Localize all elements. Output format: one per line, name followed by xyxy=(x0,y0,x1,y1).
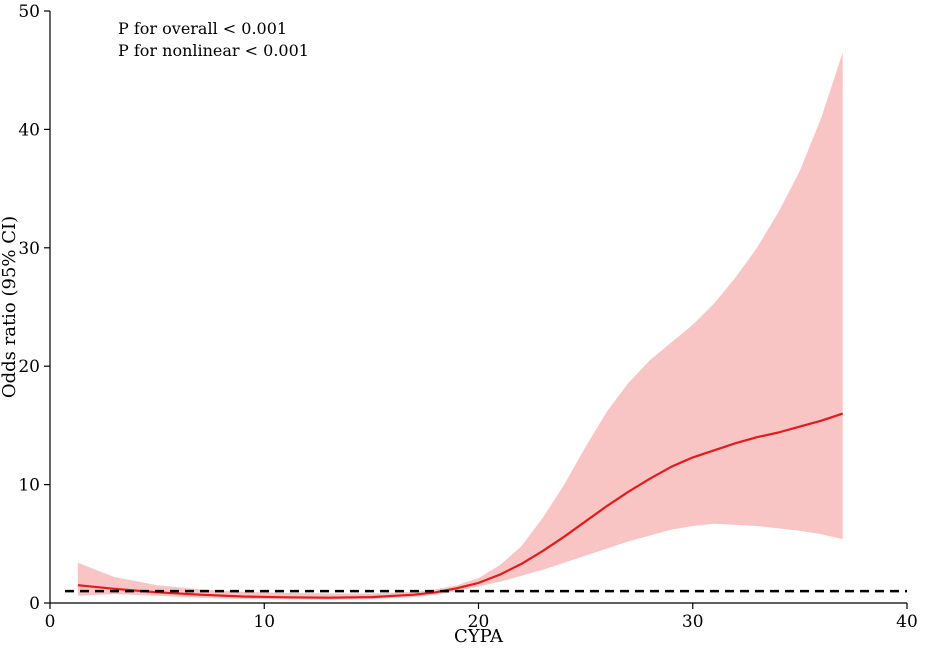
p-value-annotation: P for overall < 0.001 xyxy=(118,19,287,38)
y-axis-title: Odds ratio (95% CI) xyxy=(0,216,20,398)
x-tick-label: 10 xyxy=(253,612,275,632)
y-tick-label: 10 xyxy=(18,476,40,496)
x-tick-label: 0 xyxy=(45,612,56,632)
x-tick-label: 40 xyxy=(896,612,918,632)
x-tick-label: 30 xyxy=(682,612,704,632)
y-tick-label: 0 xyxy=(29,594,40,614)
p-value-annotation: P for nonlinear < 0.001 xyxy=(118,41,309,60)
odds-ratio-curve xyxy=(77,412,844,599)
y-tick-label: 50 xyxy=(18,2,40,22)
y-tick-label: 40 xyxy=(18,120,40,140)
y-tick-label: 30 xyxy=(18,239,40,259)
y-tick-label: 20 xyxy=(18,357,40,377)
x-tick-label: 20 xyxy=(468,612,490,632)
confidence-band xyxy=(77,52,843,600)
x-axis-title: CYPA xyxy=(454,626,504,647)
